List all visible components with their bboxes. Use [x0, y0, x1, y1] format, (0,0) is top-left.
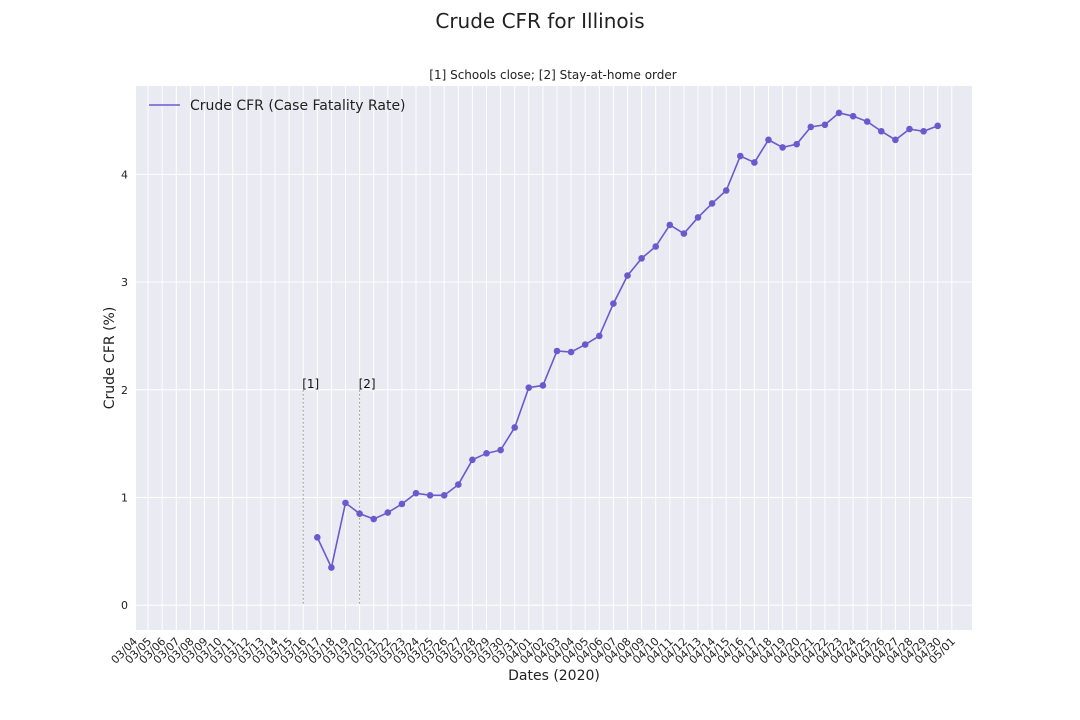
chart-subtitle: [1] Schools close; [2] Stay-at-home orde… — [429, 68, 677, 82]
data-point — [849, 112, 857, 120]
data-point — [511, 424, 518, 431]
data-point — [497, 446, 504, 454]
data-point — [863, 118, 871, 125]
data-point — [751, 159, 758, 166]
data-point — [765, 136, 772, 144]
y-tick-label: 0 — [121, 599, 128, 612]
data-point — [539, 382, 547, 389]
legend-label: Crude CFR (Case Fatality Rate) — [190, 98, 406, 114]
x-axis-label: Dates (2020) — [508, 668, 600, 684]
data-point — [525, 384, 533, 391]
data-point — [581, 341, 589, 348]
data-point — [455, 481, 462, 488]
data-point — [370, 515, 378, 523]
annotation-label: [1] — [302, 377, 319, 391]
data-point — [878, 127, 885, 135]
data-point — [666, 221, 674, 229]
y-tick-label: 1 — [121, 492, 128, 505]
data-point — [934, 122, 941, 130]
data-point — [328, 564, 335, 571]
data-point — [483, 450, 490, 457]
data-point — [793, 140, 800, 148]
data-point — [469, 456, 476, 464]
data-point — [412, 489, 420, 497]
data-point — [807, 123, 815, 131]
data-point — [779, 144, 786, 151]
data-point — [398, 500, 406, 508]
data-point — [652, 243, 659, 250]
data-point — [624, 272, 631, 279]
y-tick-label: 2 — [121, 384, 128, 397]
data-point — [440, 492, 448, 499]
data-point — [384, 509, 392, 516]
data-point — [892, 136, 899, 144]
data-point — [680, 230, 688, 237]
data-point — [553, 347, 561, 355]
data-point — [737, 152, 744, 160]
y-tick-label: 3 — [121, 276, 128, 289]
data-point — [567, 348, 575, 356]
data-point — [694, 214, 702, 221]
figure-title: Crude CFR for Illinois — [435, 9, 645, 33]
data-point — [638, 255, 645, 262]
data-point — [610, 300, 617, 307]
data-point — [342, 499, 349, 507]
data-point — [708, 200, 716, 207]
data-point — [835, 109, 843, 117]
data-point — [920, 127, 927, 135]
data-point — [426, 492, 434, 499]
data-point — [722, 187, 730, 194]
annotation-label: [2] — [359, 377, 376, 391]
y-axis-label: Crude CFR (%) — [102, 307, 118, 410]
data-point — [821, 121, 829, 129]
data-point — [596, 332, 603, 340]
y-tick-label: 4 — [121, 168, 128, 181]
data-point — [906, 125, 913, 133]
data-point — [314, 534, 321, 541]
data-point — [356, 510, 363, 517]
